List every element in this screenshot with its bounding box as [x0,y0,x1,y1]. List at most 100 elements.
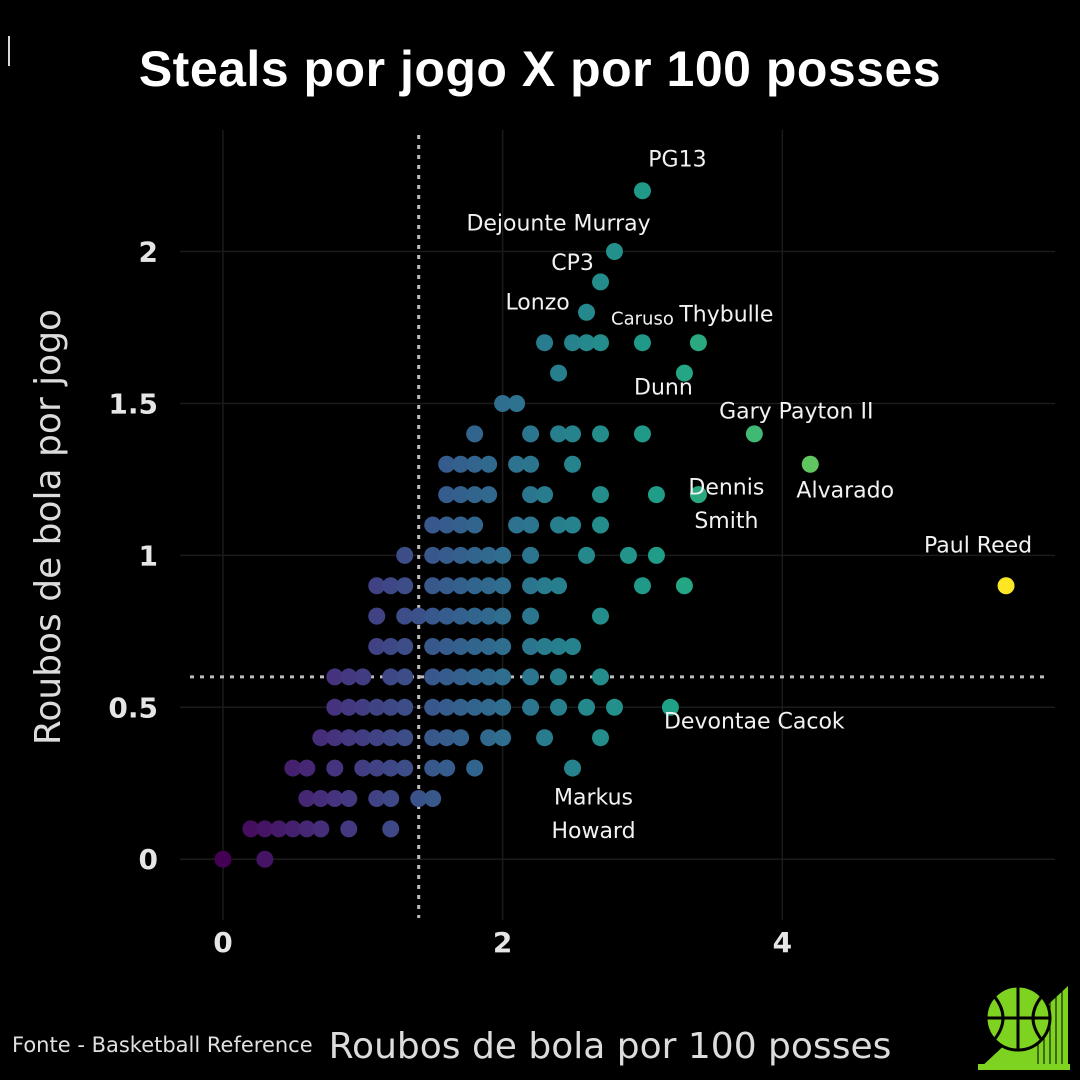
data-point [522,698,540,716]
data-point [368,789,386,807]
data-point [438,455,456,473]
data-point [340,668,358,686]
data-point [564,455,582,473]
data-point [452,577,470,595]
data-point [578,303,596,321]
data-point [522,577,540,595]
data-point [466,486,484,504]
data-point [438,516,456,534]
data-point [382,577,400,595]
data-point [550,698,568,716]
data-point [689,334,707,352]
data-point [396,698,414,716]
data-point [382,668,400,686]
data-point [354,729,372,747]
data-point [438,729,456,747]
data-point [536,638,554,656]
data-point [466,668,484,686]
data-point [368,638,386,656]
data-point [550,577,568,595]
data-point [466,425,484,443]
data-point [564,638,582,656]
data-point [494,577,512,595]
data-point [522,546,540,564]
data-point [536,577,554,595]
data-point [466,577,484,595]
point-annotation: CP3 [551,251,594,276]
data-point [396,729,414,747]
data-point [410,789,428,807]
data-point [424,638,442,656]
data-point [424,759,442,777]
data-point [550,668,568,686]
data-point [801,455,819,473]
data-point [298,789,316,807]
data-point [424,546,442,564]
data-point [438,759,456,777]
data-point [564,425,582,443]
point-annotations: PG13 Dejounte Murray CP3 Lonzo Caruso Thybull… [466,147,1032,844]
data-point [438,546,456,564]
data-point [466,698,484,716]
data-point [396,607,414,625]
data-point [522,486,540,504]
data-point [396,638,414,656]
data-point [564,334,582,352]
data-point [298,759,316,777]
data-point [424,577,442,595]
source-credit: Fonte - Basketball Reference [12,1033,313,1057]
data-point [480,455,498,473]
data-point [480,546,498,564]
y-tick-label: 0 [139,843,158,876]
point-annotation: Caruso [611,308,674,329]
point-annotation: Dunn [634,375,693,400]
data-point [550,425,568,443]
point-annotation: PG13 [648,147,706,172]
data-point [368,729,386,747]
data-point [480,607,498,625]
data-point [592,425,610,443]
data-point [438,486,456,504]
data-point [592,729,610,747]
data-point [592,516,610,534]
data-point [424,698,442,716]
data-point [633,182,651,200]
data-point [424,516,442,534]
data-point [675,364,693,382]
data-point [354,668,372,686]
data-point [382,729,400,747]
data-points [214,182,1015,868]
data-point [452,455,470,473]
data-point [256,850,274,868]
chart-title: Steals por jogo X por 100 posses [138,41,942,97]
data-point [494,668,512,686]
point-annotation: Howard [551,819,635,844]
data-point [382,789,400,807]
data-point [480,698,498,716]
data-point [689,486,707,504]
data-point [564,759,582,777]
point-annotation: Gary Payton II [719,400,873,425]
data-point [312,729,330,747]
data-point [592,334,610,352]
x-tick-label: 2 [493,926,512,959]
data-point [466,638,484,656]
data-point [522,638,540,656]
data-point [326,759,344,777]
data-point [564,516,582,534]
data-point [550,516,568,534]
data-point [997,577,1015,595]
data-point [438,698,456,716]
data-point [424,668,442,686]
y-tick-label: 0.5 [108,691,158,724]
data-point [396,759,414,777]
point-annotation: Thybulle [678,302,773,327]
data-point [480,668,498,686]
y-tick-label: 2 [139,236,158,269]
data-point [340,729,358,747]
data-point [326,698,344,716]
data-point [550,638,568,656]
data-point [466,516,484,534]
data-point [633,334,651,352]
